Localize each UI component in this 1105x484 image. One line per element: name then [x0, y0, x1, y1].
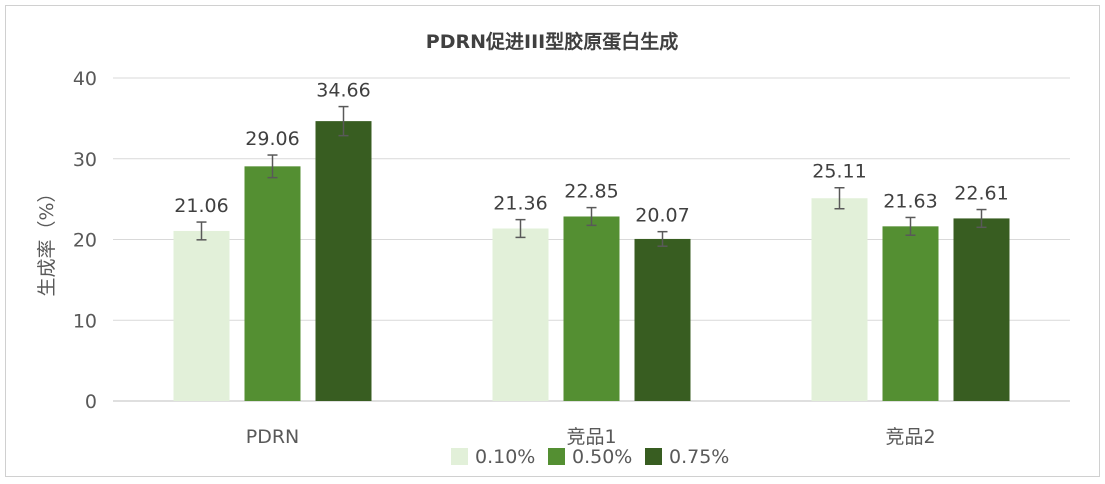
legend-label: 0.10% — [475, 446, 535, 468]
y-tick-label: 10 — [73, 310, 97, 332]
bar-0.50%-PDRN — [244, 166, 301, 401]
bars — [173, 121, 1010, 402]
legend-swatch — [548, 448, 565, 465]
bar-0.75%-PDRN — [315, 121, 372, 402]
legend: 0.10% 0.50% 0.75% — [451, 446, 729, 468]
x-category-label: PDRN — [246, 426, 300, 448]
bar-0.75%-竞品1 — [634, 238, 691, 401]
data-label: 34.66 — [316, 80, 370, 102]
legend-label: 0.75% — [669, 446, 729, 468]
data-label: 25.11 — [812, 161, 866, 183]
y-tick-label: 20 — [73, 230, 97, 252]
bar-0.50%-竞品1 — [563, 216, 620, 401]
data-label: 21.36 — [493, 193, 547, 215]
data-label: 20.07 — [635, 205, 689, 227]
bar-0.10%-竞品1 — [492, 228, 549, 401]
legend-label: 0.50% — [572, 446, 632, 468]
y-axis-ticks: 0 10 20 30 40 — [73, 68, 97, 413]
bar-0.50%-竞品2 — [882, 226, 939, 401]
y-tick-label: 0 — [85, 391, 97, 413]
legend-swatch — [451, 448, 468, 465]
chart-title: PDRN促进III型胶原蛋白生成 — [426, 30, 678, 53]
x-axis-categories: PDRN 竞品1 竞品2 — [246, 426, 936, 448]
data-label: 22.85 — [564, 181, 618, 203]
y-tick-label: 40 — [73, 68, 97, 90]
x-category-label: 竞品1 — [566, 426, 616, 448]
bar-0.75%-竞品2 — [953, 218, 1010, 401]
data-label: 21.63 — [883, 190, 937, 212]
x-category-label: 竞品2 — [885, 426, 935, 448]
data-label: 21.06 — [174, 195, 228, 217]
bar-0.10%-竞品2 — [811, 198, 868, 401]
error-bars — [196, 105, 987, 247]
y-tick-label: 30 — [73, 149, 97, 171]
data-label: 22.61 — [954, 183, 1008, 205]
data-labels: 21.06 29.06 34.66 21.36 22.85 20.07 25.11 21.63… — [174, 80, 1008, 227]
legend-swatch — [645, 448, 662, 465]
bar-0.10%-PDRN — [173, 230, 230, 401]
data-label: 29.06 — [245, 128, 299, 150]
y-axis-label: 生成率（%） — [36, 183, 58, 296]
